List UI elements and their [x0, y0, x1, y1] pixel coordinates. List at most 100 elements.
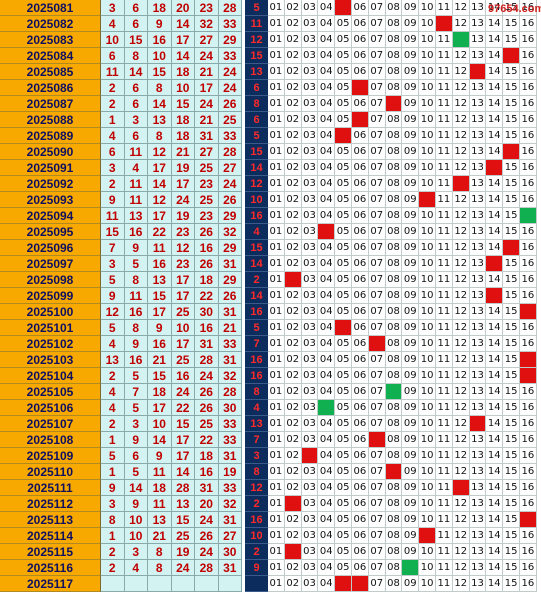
issue-number: 2025112 — [0, 496, 101, 512]
distribution-cell: 16 — [520, 144, 537, 160]
distribution-cell: 03 — [301, 48, 319, 64]
distribution-cell: 09 — [402, 224, 420, 240]
distribution-cell: 02 — [284, 48, 302, 64]
distribution-cell: 05 — [335, 544, 352, 560]
distribution-cell: 09 — [402, 464, 420, 480]
blue-hit-mark: 16 — [520, 368, 537, 384]
red-ball-cell: 33 — [218, 336, 242, 352]
blue-hit-mark: 15 — [503, 48, 520, 64]
issue-number: 2025098 — [0, 272, 101, 288]
distribution-cell: 10 — [419, 272, 436, 288]
distribution-cell: 15 — [503, 0, 520, 16]
distribution-cell: 08 — [385, 304, 403, 320]
blue-hit-mark: 10 — [419, 528, 436, 544]
distribution-cell: 05 — [335, 464, 352, 480]
distribution-cell: 05 — [335, 192, 352, 208]
distribution-cell: 16 — [520, 160, 537, 176]
distribution-cell: 07 — [368, 96, 386, 112]
distribution-cell: 14 — [486, 128, 504, 144]
distribution-cell: 14 — [486, 432, 504, 448]
red-ball-cell: 24 — [195, 368, 219, 384]
red-ball-cell: 31 — [195, 480, 219, 496]
red-ball-cell: 24 — [171, 560, 195, 576]
distribution-cell: 07 — [368, 256, 386, 272]
distribution-cell: 14 — [486, 0, 504, 16]
distribution-cell: 10 — [419, 576, 436, 592]
distribution-cell: 11 — [436, 560, 453, 576]
distribution-cell: 13 — [469, 272, 487, 288]
distribution-cell: 04 — [318, 48, 336, 64]
distribution-cell: 05 — [335, 496, 352, 512]
red-ball-cell: 23 — [171, 224, 195, 240]
red-ball-cell: 13 — [148, 272, 172, 288]
distribution-cell: 11 — [436, 144, 453, 160]
issue-number: 2025114 — [0, 528, 101, 544]
distribution-cell: 10 — [419, 288, 436, 304]
distribution-cell: 01 — [268, 496, 285, 512]
distribution-cell: 02 — [284, 224, 302, 240]
distribution-cell: 07 — [368, 352, 386, 368]
red-ball-cell: 9 — [148, 448, 172, 464]
red-ball-cell: 17 — [171, 272, 195, 288]
red-ball-cell — [124, 576, 148, 592]
distribution-cell: 05 — [335, 224, 352, 240]
distribution-cell: 10 — [419, 176, 436, 192]
distribution-cell: 02 — [284, 16, 302, 32]
distribution-cell: 03 — [301, 384, 319, 400]
red-ball-cell: 17 — [171, 288, 195, 304]
distribution-cell: 08 — [385, 256, 403, 272]
distribution-cell: 01 — [268, 208, 285, 224]
distribution-cell: 12 — [452, 464, 470, 480]
distribution-cell: 15 — [503, 96, 520, 112]
distribution-cell: 13 — [469, 128, 487, 144]
distribution-cell: 12 — [452, 304, 470, 320]
distribution-cell: 11 — [436, 496, 453, 512]
blue-ball-cell: 8 — [245, 384, 268, 400]
red-ball-cell: 23 — [195, 176, 219, 192]
distribution-cell: 05 — [335, 32, 352, 48]
red-ball-cell: 16 — [124, 304, 148, 320]
red-ball-cell: 33 — [218, 416, 242, 432]
distribution-cell: 07 — [368, 16, 386, 32]
red-ball-cell: 23 — [195, 0, 219, 16]
distribution-cell: 07 — [368, 224, 386, 240]
distribution-cell: 16 — [520, 80, 537, 96]
issue-number: 2025090 — [0, 144, 101, 160]
distribution-cell: 11 — [436, 320, 453, 336]
distribution-cell: 11 — [436, 304, 453, 320]
distribution-cell: 15 — [503, 400, 520, 416]
red-ball-cell: 13 — [101, 352, 125, 368]
distribution-cell: 04 — [318, 176, 336, 192]
issue-number: 2025097 — [0, 256, 101, 272]
red-ball-cell: 8 — [124, 320, 148, 336]
issue-number: 2025082 — [0, 16, 101, 32]
distribution-cell: 05 — [335, 208, 352, 224]
red-ball-cell: 25 — [171, 528, 195, 544]
distribution-cell: 02 — [284, 288, 302, 304]
red-ball-cell: 14 — [148, 96, 172, 112]
red-ball-cell: 2 — [101, 176, 125, 192]
distribution-cell: 08 — [385, 80, 403, 96]
distribution-cell: 13 — [469, 368, 487, 384]
red-ball-cell: 30 — [195, 304, 219, 320]
distribution-cell: 09 — [402, 384, 420, 400]
red-ball-cell: 9 — [124, 336, 148, 352]
distribution-cell: 02 — [284, 192, 302, 208]
red-ball-cell: 8 — [124, 48, 148, 64]
distribution-cell: 12 — [452, 288, 470, 304]
distribution-cell: 15 — [503, 80, 520, 96]
distribution-cell: 05 — [335, 176, 352, 192]
distribution-cell: 08 — [385, 448, 403, 464]
distribution-cell: 02 — [284, 432, 302, 448]
distribution-cell: 10 — [419, 448, 436, 464]
distribution-cell: 09 — [402, 0, 420, 16]
distribution-cell: 14 — [486, 336, 504, 352]
issue-number: 2025110 — [0, 464, 101, 480]
distribution-cell: 03 — [301, 64, 319, 80]
issue-number: 2025091 — [0, 160, 101, 176]
distribution-cell: 09 — [402, 576, 420, 592]
distribution-cell: 11 — [436, 432, 453, 448]
blue-ball-cell — [245, 576, 268, 592]
blue-ball-cell: 3 — [245, 448, 268, 464]
